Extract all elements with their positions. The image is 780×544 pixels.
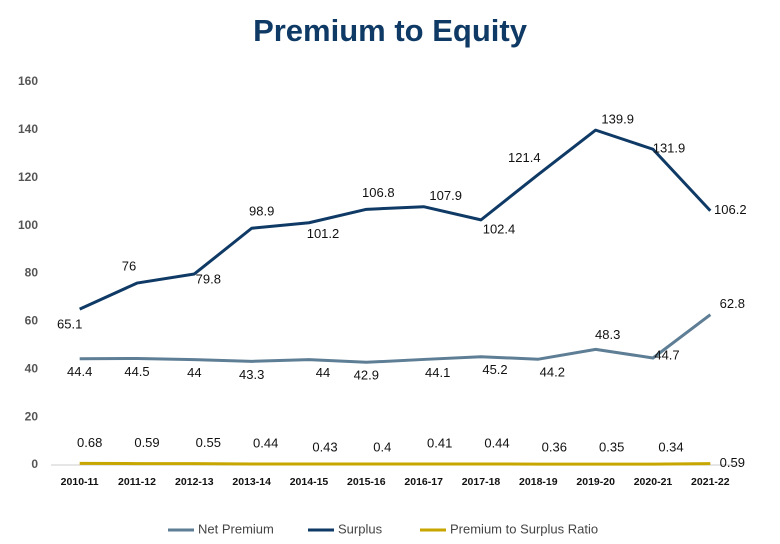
data-label: 45.2	[482, 362, 507, 377]
data-label: 0.68	[77, 435, 102, 450]
data-label: 42.9	[354, 368, 379, 383]
data-label: 0.43	[312, 439, 337, 454]
x-tick-label: 2015-16	[347, 476, 386, 488]
data-label: 79.8	[196, 271, 221, 286]
x-tick-label: 2014-15	[290, 476, 329, 488]
data-label: 44	[316, 365, 330, 380]
data-label: 106.2	[714, 202, 747, 217]
data-label: 0.41	[427, 435, 452, 450]
data-label: 65.1	[57, 317, 82, 332]
y-tick-label: 100	[18, 218, 38, 232]
legend-label: Surplus	[338, 521, 383, 536]
x-tick-label: 2013-14	[232, 476, 271, 488]
data-label: 139.9	[601, 112, 634, 127]
data-label: 48.3	[595, 327, 620, 342]
x-tick-label: 2018-19	[519, 476, 558, 488]
data-label: 0.34	[658, 440, 683, 455]
data-label: 0.35	[599, 440, 624, 455]
y-tick-label: 160	[18, 74, 38, 88]
legend-label: Net Premium	[198, 521, 274, 536]
data-label: 121.4	[508, 150, 541, 165]
x-tick-label: 2011-12	[118, 476, 156, 488]
data-label: 0.44	[484, 435, 509, 450]
x-tick-label: 2012-13	[175, 476, 214, 488]
data-label: 131.9	[653, 141, 686, 156]
data-label: 44.4	[67, 364, 92, 379]
data-label: 44.1	[425, 365, 450, 380]
data-label: 107.9	[429, 188, 462, 203]
data-label: 0.59	[720, 455, 745, 470]
data-label: 0.4	[373, 439, 391, 454]
chart-title: Premium to Equity	[253, 13, 528, 48]
x-tick-label: 2017-18	[462, 476, 501, 488]
x-tick-label: 2016-17	[404, 476, 443, 488]
data-label: 0.59	[134, 435, 159, 450]
x-tick-label: 2021-22	[691, 476, 730, 488]
series-line	[79, 128, 712, 311]
x-tick-label: 2020-21	[634, 476, 673, 488]
y-tick-label: 40	[25, 361, 39, 375]
data-label: 0.36	[542, 440, 567, 455]
data-label: 44.5	[124, 364, 149, 379]
y-tick-label: 120	[18, 170, 38, 184]
y-tick-label: 140	[18, 122, 38, 136]
data-label: 98.9	[249, 204, 274, 219]
data-label: 76	[122, 259, 136, 274]
data-label: 44.7	[654, 347, 679, 362]
series-line	[79, 461, 711, 466]
data-label: 44.2	[540, 365, 565, 380]
y-tick-label: 0	[31, 457, 38, 471]
data-label: 62.8	[720, 296, 745, 311]
data-label: 0.44	[253, 435, 278, 450]
y-tick-label: 80	[25, 266, 39, 280]
series-line	[79, 313, 712, 364]
data-label: 43.3	[239, 367, 264, 382]
y-tick-label: 60	[25, 314, 39, 328]
y-tick-label: 20	[25, 409, 39, 423]
data-label: 0.55	[196, 435, 221, 450]
x-tick-label: 2019-20	[576, 476, 615, 488]
data-label: 106.8	[362, 185, 395, 200]
legend-label: Premium to Surplus Ratio	[450, 521, 598, 536]
x-tick-label: 2010-11	[61, 476, 99, 488]
data-label: 102.4	[483, 221, 516, 236]
data-label: 44	[187, 365, 201, 380]
data-label: 101.2	[307, 226, 340, 241]
